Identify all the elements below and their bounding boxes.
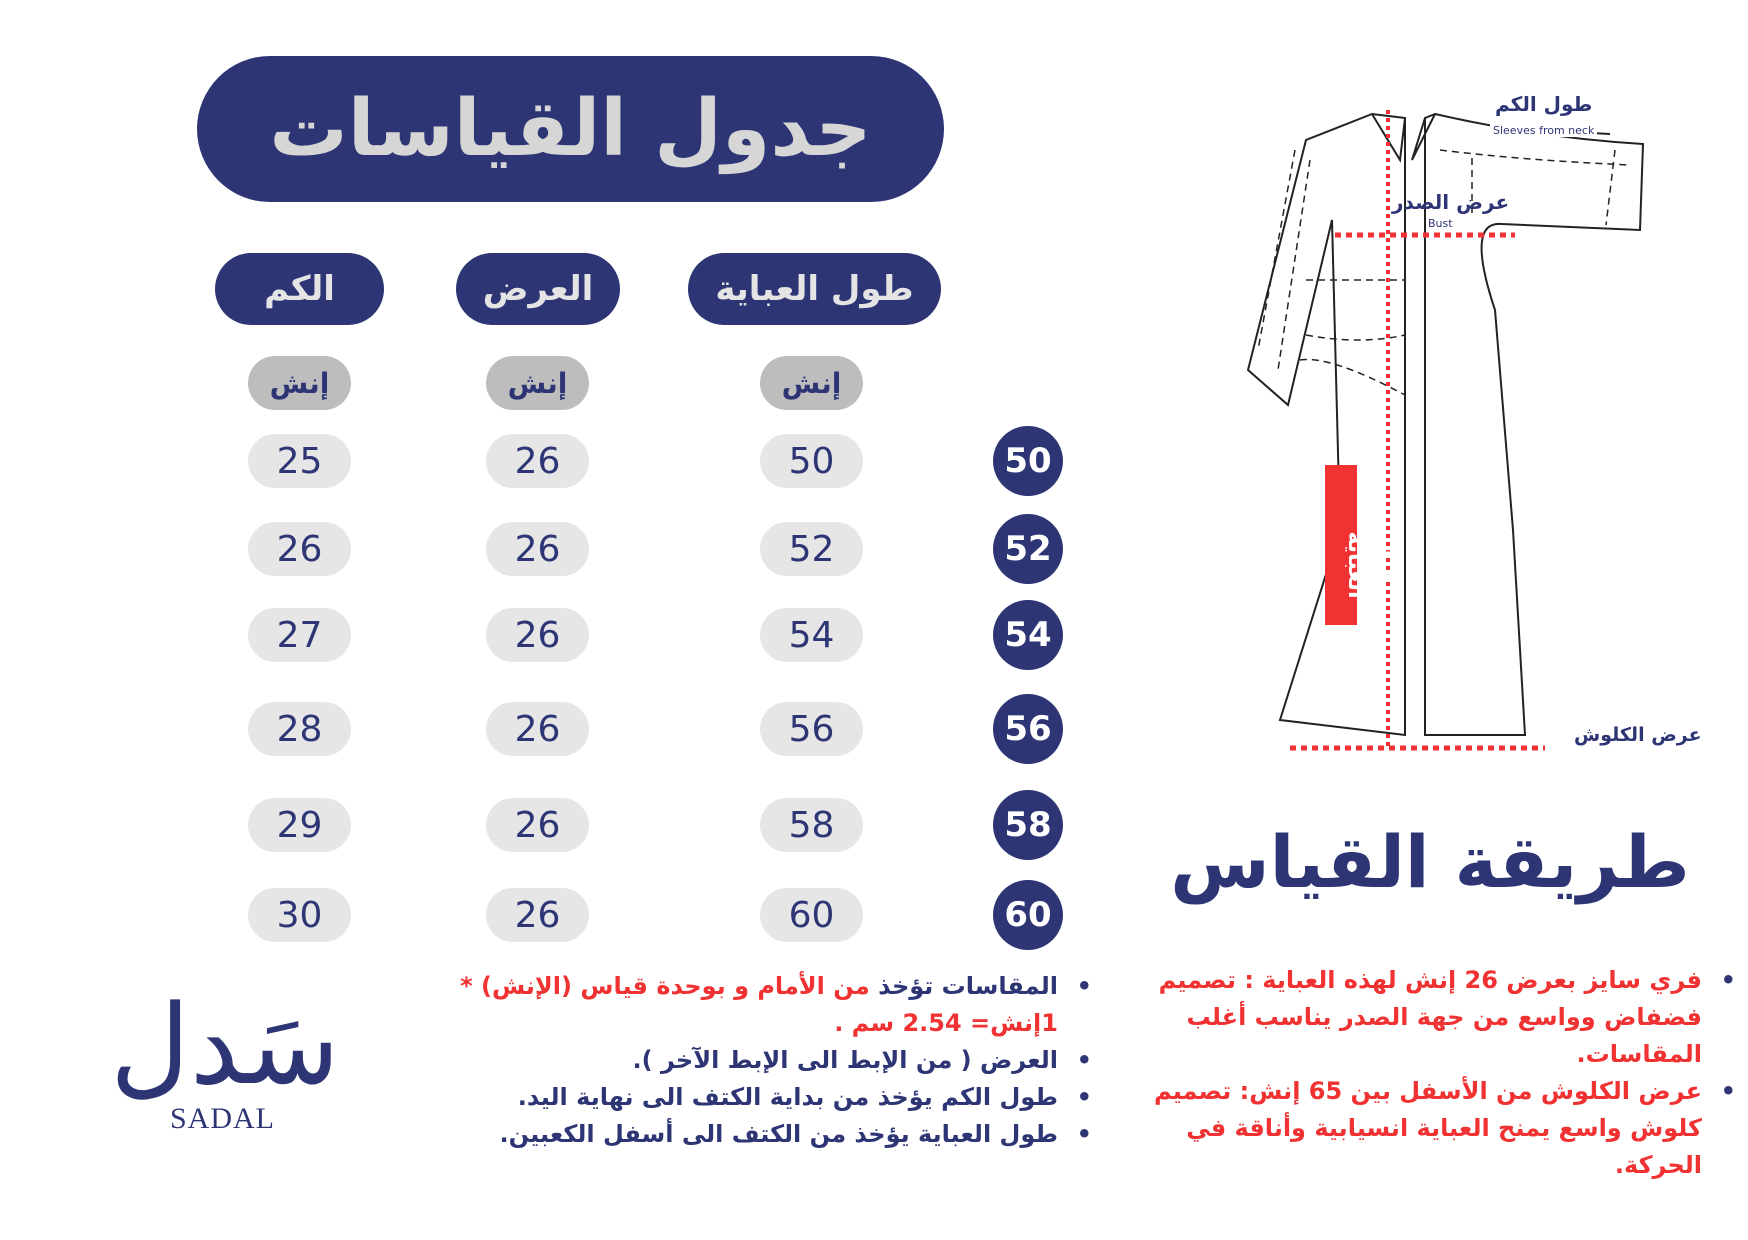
unit-pill: إنش [248,356,351,410]
value-cell: 26 [486,798,589,852]
unit-pill: إنش [486,356,589,410]
size-badge: 50 [993,426,1063,496]
value-cell: 30 [248,888,351,942]
sadal-logo: سَدل SADAL [100,980,340,1140]
value-cell: 29 [248,798,351,852]
value-cell: 28 [248,702,351,756]
size-badge: 52 [993,514,1063,584]
hem-label: عرض الكلوش [1574,724,1702,746]
value-cell: 26 [248,522,351,576]
notes-left: المقاسات تؤخذ من الأمام و بوحدة قياس (ال… [452,968,1092,1153]
note-item: طول العباية يؤخذ من الكتف الى أسفل الكعب… [452,1116,1092,1153]
length-label: طول العباية [1343,531,1393,599]
logo-ar: سَدل [110,981,340,1109]
sleeve-label-en: Sleeves from neck [1490,124,1598,137]
size-badge: 60 [993,880,1063,950]
value-cell: 50 [760,434,863,488]
size-badge: 58 [993,790,1063,860]
unit-pill: إنش [760,356,863,410]
page-title: جدول القياسات [197,56,944,202]
header-sleeve: الكم [215,253,384,325]
note-item: عرض الكلوش من الأسفل بين 65 إنش: تصميم ك… [1146,1073,1736,1184]
bust-label-en: Bust [1428,217,1453,230]
header-length: طول العباية [688,253,941,325]
bust-label-ar: عرض الصدر [1392,190,1510,214]
value-cell: 56 [760,702,863,756]
value-cell: 25 [248,434,351,488]
note-item: طول الكم يؤخذ من بداية الكتف الى نهاية ا… [452,1079,1092,1116]
value-cell: 26 [486,888,589,942]
note-item: المقاسات تؤخذ من الأمام و بوحدة قياس (ال… [452,968,1092,1042]
size-badge: 56 [993,694,1063,764]
howto-title: طريقة القياس [1170,820,1690,904]
value-cell: 26 [486,434,589,488]
value-cell: 58 [760,798,863,852]
value-cell: 26 [486,522,589,576]
header-width: العرض [456,253,620,325]
value-cell: 60 [760,888,863,942]
value-cell: 27 [248,608,351,662]
sleeve-label-ar: طول الكم [1495,92,1593,116]
note-item: فري سايز بعرض 26 إنش لهذه العباية : تصمي… [1146,962,1736,1073]
size-badge: 54 [993,600,1063,670]
value-cell: 54 [760,608,863,662]
notes-right: فري سايز بعرض 26 إنش لهذه العباية : تصمي… [1146,962,1736,1184]
value-cell: 26 [486,702,589,756]
value-cell: 52 [760,522,863,576]
logo-en: SADAL [170,1102,276,1135]
value-cell: 26 [486,608,589,662]
note-item: العرض ( من الإبط الى الإبط الآخر ). [452,1042,1092,1079]
